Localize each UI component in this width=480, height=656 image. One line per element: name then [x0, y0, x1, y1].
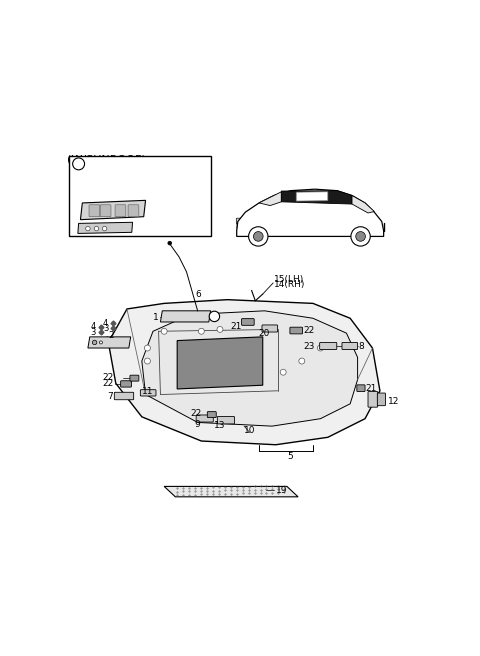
FancyBboxPatch shape — [368, 392, 378, 407]
FancyBboxPatch shape — [115, 205, 126, 216]
Polygon shape — [281, 191, 352, 204]
FancyBboxPatch shape — [290, 327, 302, 334]
FancyBboxPatch shape — [140, 390, 156, 396]
Text: 22: 22 — [191, 409, 202, 419]
Polygon shape — [352, 195, 374, 213]
Text: 20: 20 — [258, 329, 270, 338]
Text: (W/SUNROOF): (W/SUNROOF) — [67, 154, 146, 165]
Text: 23: 23 — [303, 342, 315, 351]
Circle shape — [280, 369, 286, 375]
Text: 13: 13 — [214, 421, 225, 430]
Text: 7: 7 — [107, 392, 113, 401]
Circle shape — [356, 232, 365, 241]
Text: 24: 24 — [166, 208, 177, 216]
Circle shape — [144, 358, 150, 364]
Text: 19: 19 — [276, 485, 287, 495]
Text: 9: 9 — [195, 420, 201, 429]
Polygon shape — [81, 200, 145, 220]
Polygon shape — [88, 337, 131, 348]
Circle shape — [217, 327, 223, 333]
Circle shape — [198, 328, 204, 335]
Circle shape — [168, 241, 172, 245]
FancyBboxPatch shape — [114, 392, 133, 400]
Circle shape — [72, 158, 84, 170]
Text: 22: 22 — [103, 373, 114, 382]
Text: 11: 11 — [142, 387, 153, 396]
FancyBboxPatch shape — [120, 380, 132, 387]
FancyBboxPatch shape — [128, 205, 139, 216]
Text: 26: 26 — [131, 226, 142, 236]
Text: 21: 21 — [230, 322, 241, 331]
Polygon shape — [160, 311, 211, 322]
FancyBboxPatch shape — [236, 218, 246, 224]
Circle shape — [317, 345, 324, 351]
FancyBboxPatch shape — [217, 417, 234, 424]
Circle shape — [161, 328, 167, 335]
Polygon shape — [296, 192, 328, 201]
Text: 22: 22 — [304, 326, 315, 335]
Text: 3: 3 — [103, 324, 108, 333]
Circle shape — [144, 345, 150, 351]
Text: 10: 10 — [244, 426, 255, 436]
FancyBboxPatch shape — [262, 325, 277, 332]
Polygon shape — [259, 192, 281, 205]
FancyBboxPatch shape — [320, 342, 337, 350]
Polygon shape — [164, 486, 298, 497]
Circle shape — [102, 226, 107, 231]
Text: A: A — [212, 312, 217, 321]
Circle shape — [85, 226, 90, 231]
Text: A: A — [76, 159, 81, 169]
Text: 3: 3 — [91, 327, 96, 337]
Circle shape — [209, 311, 219, 321]
Circle shape — [351, 227, 370, 246]
FancyBboxPatch shape — [241, 319, 254, 325]
FancyBboxPatch shape — [196, 415, 213, 422]
Text: 1: 1 — [153, 313, 158, 321]
FancyBboxPatch shape — [357, 385, 365, 392]
Circle shape — [253, 232, 263, 241]
Text: 8: 8 — [359, 342, 364, 351]
FancyBboxPatch shape — [377, 393, 385, 405]
FancyBboxPatch shape — [342, 342, 358, 350]
Text: 15(LH): 15(LH) — [274, 275, 304, 283]
Polygon shape — [142, 311, 358, 426]
Circle shape — [249, 227, 268, 246]
Polygon shape — [78, 222, 132, 234]
FancyBboxPatch shape — [89, 205, 100, 216]
Text: 2: 2 — [108, 331, 114, 340]
Text: 5: 5 — [288, 452, 293, 461]
Circle shape — [94, 226, 99, 231]
Text: 26: 26 — [132, 223, 144, 232]
Circle shape — [99, 341, 102, 344]
Text: 12: 12 — [388, 397, 399, 405]
Text: 14(RH): 14(RH) — [274, 280, 305, 289]
FancyBboxPatch shape — [100, 205, 111, 216]
Text: 21: 21 — [366, 384, 377, 393]
FancyBboxPatch shape — [207, 411, 216, 418]
FancyBboxPatch shape — [130, 375, 139, 381]
Polygon shape — [177, 337, 263, 389]
Text: 4: 4 — [91, 322, 96, 331]
Polygon shape — [108, 300, 380, 445]
FancyBboxPatch shape — [69, 156, 211, 236]
Circle shape — [299, 358, 305, 364]
Polygon shape — [237, 189, 384, 236]
Circle shape — [92, 340, 97, 344]
Text: 4: 4 — [103, 319, 108, 327]
Text: 6: 6 — [196, 289, 202, 298]
Text: 22: 22 — [103, 379, 114, 388]
